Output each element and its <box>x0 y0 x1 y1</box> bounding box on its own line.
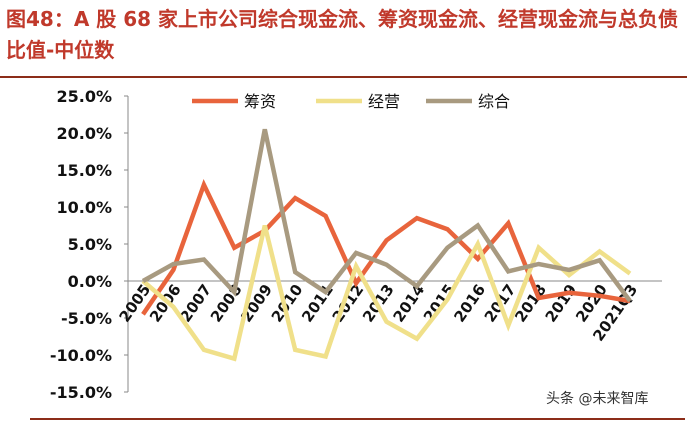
x-tick-label: 2008 <box>207 281 246 326</box>
y-tick-labels: 25.0% 20.0% 15.0% 10.0% 5.0% 0.0% -5.0% -10.0% -… <box>50 87 112 402</box>
y-tick-label: 10.0% <box>56 198 112 217</box>
y-tick-label: 20.0% <box>56 124 112 143</box>
y-tick-label: -5.0% <box>61 309 112 328</box>
top-divider <box>0 76 687 78</box>
legend-label: 经营 <box>368 92 400 111</box>
y-tick-label: 15.0% <box>56 161 112 180</box>
legend-label: 筹资 <box>244 92 276 111</box>
watermark-text: 头条 @未来智库 <box>546 391 649 407</box>
y-tick-label: 5.0% <box>68 235 112 254</box>
chart-legend: 筹资 经营 综合 <box>192 92 510 111</box>
y-tick-label: -10.0% <box>50 346 112 365</box>
series-line-0 <box>141 178 631 316</box>
legend-label: 综合 <box>478 92 510 111</box>
series-lines <box>141 128 632 362</box>
x-tick-label: 2019 <box>542 281 581 326</box>
x-tick-label: 2014 <box>390 281 429 326</box>
page-title: 图48：A 股 68 家上市公司综合现金流、筹资现金流、经营现金流与总负债比值-… <box>6 7 679 62</box>
y-tick-label: -15.0% <box>50 383 112 402</box>
y-tick-label: 25.0% <box>56 87 112 106</box>
series-line-1 <box>141 224 632 362</box>
y-tick-label: 0.0% <box>68 272 112 291</box>
chart-axes <box>124 95 662 393</box>
series-line-2 <box>141 128 632 303</box>
bottom-divider <box>30 418 685 420</box>
